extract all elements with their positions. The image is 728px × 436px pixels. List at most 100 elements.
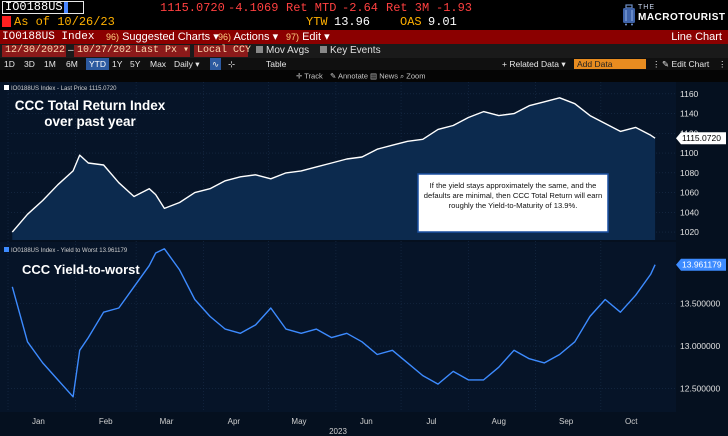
y-tick-label: 13.500000 <box>680 299 720 309</box>
settings-icon[interactable]: ⋮ <box>652 59 661 69</box>
top-panel-title-line1: CCC Total Return Index <box>15 98 166 113</box>
edit-menu[interactable]: 97) Edit ▾ <box>286 31 330 43</box>
legend-swatch-white <box>4 85 9 90</box>
news-icon: ▤ <box>370 72 377 81</box>
tab-1m[interactable]: 1M <box>44 59 56 69</box>
chart-type-title: Line Chart <box>671 31 722 43</box>
tab-ytd[interactable]: YTD <box>86 58 109 70</box>
x-tick-label: Mar <box>160 417 174 426</box>
chevron-down-icon: ▾ <box>561 59 566 69</box>
bottom-legend: IO0188US Index - Yield to Worst 13.96117… <box>4 247 128 254</box>
chart-style-icon[interactable]: ⊹ <box>228 59 236 69</box>
chevron-down-icon: ▾ <box>195 59 200 69</box>
suggested-charts-menu[interactable]: 96) Suggested Charts ▾ <box>106 31 219 43</box>
period-tabs: 1D 3D 1M 6M YTD 1Y 5Y Max Daily ▾ ∿ ⊹ Ta… <box>0 58 728 70</box>
y-tick-label: 1080 <box>680 168 699 178</box>
frequency-select[interactable]: Daily ▾ <box>174 59 200 69</box>
pencil-icon: ✎ <box>330 72 336 81</box>
y-tick-label: 1020 <box>680 227 699 237</box>
chevron-down-icon: ▾ <box>324 31 330 43</box>
chart-toolbar-strip <box>0 70 728 82</box>
bottom-panel-title: CCC Yield-to-worst <box>22 262 140 277</box>
tab-5y[interactable]: 5Y <box>130 59 141 69</box>
related-data-button[interactable]: + Related Data ▾ <box>502 59 566 69</box>
checkbox-icon <box>320 46 327 53</box>
x-axis-year: 2023 <box>329 427 347 436</box>
crosshair-icon: ✛ <box>296 72 303 81</box>
macrotourist-logo: THE MACROTOURIST <box>622 3 726 27</box>
key-events-toggle[interactable]: Key Events <box>320 44 381 58</box>
oas-value: 9.01 <box>428 15 457 29</box>
security-name: IO0188US Index <box>2 31 95 43</box>
x-tick-label: Sep <box>559 417 574 426</box>
last-price: 1115.0720 <box>160 1 225 15</box>
x-tick-label: May <box>291 417 306 426</box>
tab-max[interactable]: Max <box>150 59 167 69</box>
bottom-last-value-tag-shape <box>676 258 726 271</box>
x-tick-label: Feb <box>99 417 113 426</box>
top-last-value-tag: 1115.0720 <box>676 132 726 145</box>
line-chart-icon[interactable]: ∿ <box>210 58 222 70</box>
ret-3m-value: -1.93 <box>436 1 473 15</box>
x-axis: Jan Feb Mar Apr May Jun Jul Aug Sep Oct <box>32 417 638 426</box>
add-data-input[interactable]: Add Data <box>574 59 646 69</box>
ytw-value: 13.96 <box>334 15 371 29</box>
x-tick-label: Apr <box>228 417 241 426</box>
zoom-icon: ⌕ <box>400 72 404 81</box>
bottom-gridlines <box>8 303 676 389</box>
top-legend-text: IO0188US Index - Last Price 1115.0720 <box>11 86 117 92</box>
mov-avgs-toggle[interactable]: Mov Avgs <box>256 44 309 58</box>
x-tick-label: Jun <box>360 417 373 426</box>
track-button[interactable]: ✛ Track <box>296 72 323 81</box>
terminal-header: IO0188US As of 10/26/23 1115.0720 -4.106… <box>0 0 728 30</box>
ytw-label: YTW <box>306 15 328 29</box>
yield-to-worst-series-line <box>11 248 656 398</box>
news-button[interactable]: ▤ News <box>370 72 398 81</box>
y-tick-label: 1100 <box>680 148 699 158</box>
oas-label: OAS <box>400 15 422 29</box>
top-legend: IO0188US Index - Last Price 1115.0720 <box>4 85 117 92</box>
annotation-note: If the yield stays approximately the sam… <box>417 173 609 233</box>
line-chart-svg[interactable]: ✛ Track ✎ Annotate ▤ News ⌕ Zoom IO0188U… <box>0 70 728 436</box>
bottom-legend-text: IO0188US Index - Yield to Worst 13.96117… <box>11 248 128 254</box>
top-last-value: 1115.0720 <box>682 133 721 143</box>
field-select[interactable]: Last Px ▾ <box>132 45 190 57</box>
tab-1d[interactable]: 1D <box>4 59 15 69</box>
chevron-down-icon: ▾ <box>213 31 219 43</box>
end-date-input[interactable]: 10/27/2023 <box>74 45 137 57</box>
bottom-last-value: 13.961179 <box>682 260 722 270</box>
chevron-down-icon: ▾ <box>183 45 190 56</box>
y-tick-label: 13.000000 <box>680 341 720 351</box>
table-view-button[interactable]: Table <box>266 59 287 69</box>
text-cursor <box>63 2 68 13</box>
top-last-value-tag-shape <box>676 132 726 145</box>
x-axis-background <box>0 412 728 436</box>
actions-menu[interactable]: 96) Actions ▾ <box>218 31 279 43</box>
y-tick-label: 1160 <box>680 89 699 99</box>
start-date-input[interactable]: 12/30/2022 <box>2 45 66 57</box>
currency-select[interactable]: Local CCY ▾ <box>194 45 263 57</box>
zoom-button[interactable]: ⌕ Zoom <box>400 72 425 81</box>
ret-mtd-label: Ret MTD <box>286 1 337 15</box>
more-icon[interactable]: ⋮ <box>718 59 727 69</box>
annotate-button[interactable]: ✎ Annotate <box>330 72 368 81</box>
y-tick-label: 1140 <box>680 109 699 119</box>
annotation-box <box>417 173 609 233</box>
ticker-input[interactable]: IO0188US <box>2 1 84 14</box>
y-tick-label: 12.500000 <box>680 383 720 393</box>
chart-area: ✛ Track ✎ Annotate ▤ News ⌕ Zoom IO0188U… <box>0 70 728 436</box>
chart-toolbar: ✛ Track ✎ Annotate ▤ News ⌕ Zoom <box>296 72 425 81</box>
tab-3d[interactable]: 3D <box>24 59 35 69</box>
x-tick-label: Aug <box>492 417 506 426</box>
tab-1y[interactable]: 1Y <box>112 59 123 69</box>
checkbox-icon <box>256 46 263 53</box>
date-range-dash: – <box>68 45 74 56</box>
alert-flag-icon <box>2 16 11 27</box>
edit-chart-button[interactable]: ✎ Edit Chart <box>662 59 710 69</box>
chevron-down-icon: ▾ <box>272 31 279 43</box>
bottom-panel-background <box>0 242 676 412</box>
tab-6m[interactable]: 6M <box>66 59 78 69</box>
y-tick-label: 1040 <box>680 207 699 217</box>
x-tick-label: Jan <box>32 417 45 426</box>
ret-mtd-value: -2.64 <box>342 1 379 15</box>
